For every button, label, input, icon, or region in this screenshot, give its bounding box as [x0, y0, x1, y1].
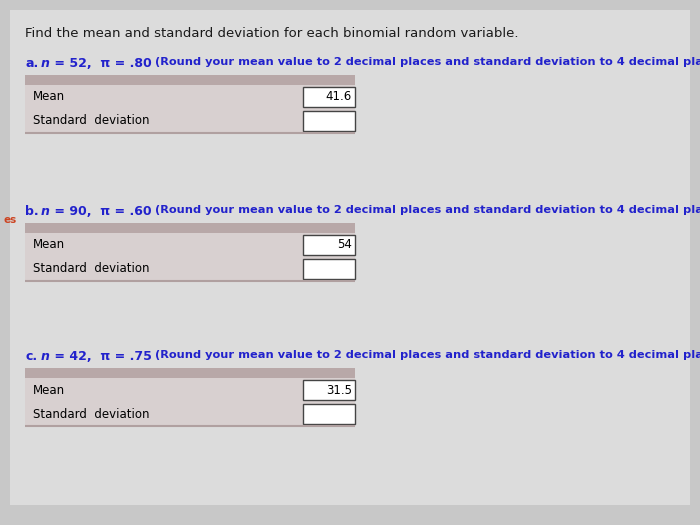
Bar: [25, 85, 355, 109]
Bar: [303, 404, 355, 424]
Bar: [303, 87, 355, 107]
Text: n: n: [41, 350, 50, 363]
Bar: [303, 380, 355, 400]
Text: Mean: Mean: [33, 383, 65, 396]
Text: 41.6: 41.6: [326, 90, 352, 103]
Text: es: es: [3, 215, 16, 225]
Text: n: n: [41, 57, 50, 70]
Bar: [25, 109, 355, 133]
Text: Standard  deviation: Standard deviation: [33, 407, 150, 421]
Bar: [25, 223, 355, 233]
Text: Mean: Mean: [33, 90, 65, 103]
Text: 31.5: 31.5: [326, 383, 352, 396]
Text: (Round your mean value to 2 decimal places and standard deviation to 4 decimal p: (Round your mean value to 2 decimal plac…: [155, 57, 700, 67]
Text: = 90,  π = .60: = 90, π = .60: [50, 205, 156, 218]
Bar: [25, 368, 355, 378]
Text: 54: 54: [337, 238, 352, 251]
Text: Standard  deviation: Standard deviation: [33, 114, 150, 128]
Text: a.: a.: [25, 57, 38, 70]
Bar: [303, 111, 355, 131]
Text: (Round your mean value to 2 decimal places and standard deviation to 4 decimal p: (Round your mean value to 2 decimal plac…: [155, 350, 700, 360]
Bar: [25, 75, 355, 85]
Bar: [25, 233, 355, 257]
Bar: [25, 257, 355, 281]
Text: Mean: Mean: [33, 238, 65, 251]
Bar: [25, 378, 355, 402]
Text: b.: b.: [25, 205, 38, 218]
Bar: [25, 402, 355, 426]
Text: = 52,  π = .80: = 52, π = .80: [50, 57, 156, 70]
Bar: [303, 259, 355, 279]
Text: n: n: [41, 205, 50, 218]
Text: Standard  deviation: Standard deviation: [33, 262, 150, 276]
Text: (Round your mean value to 2 decimal places and standard deviation to 4 decimal p: (Round your mean value to 2 decimal plac…: [155, 205, 700, 215]
Text: c.: c.: [25, 350, 37, 363]
Text: Find the mean and standard deviation for each binomial random variable.: Find the mean and standard deviation for…: [25, 27, 519, 40]
Text: = 42,  π = .75: = 42, π = .75: [50, 350, 156, 363]
Bar: [303, 235, 355, 255]
